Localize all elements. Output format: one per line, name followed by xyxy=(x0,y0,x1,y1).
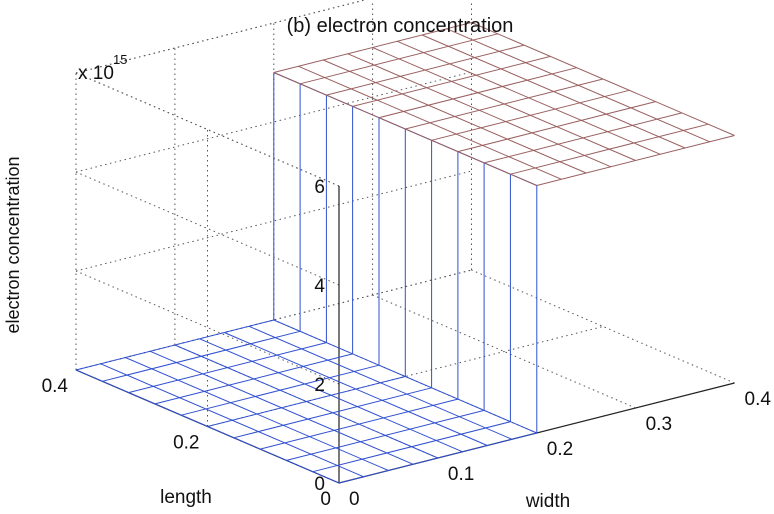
tick-labels: 0 2 4 6 0 0.2 0.4 0 0.1 0.2 0.3 0.4 xyxy=(42,177,772,510)
z-axis-label: electron concentration xyxy=(3,156,23,333)
z-tick-label: 4 xyxy=(314,276,325,297)
x-tick-label: 0 xyxy=(349,489,360,510)
x-tick-label: 0.1 xyxy=(448,464,474,485)
mesh-line xyxy=(273,72,537,186)
chart-title: (b) electron concentration xyxy=(287,15,514,37)
mesh-line xyxy=(536,135,735,186)
mesh-line xyxy=(100,363,364,478)
x-tick-label: 0.4 xyxy=(745,389,772,410)
z-exponent-base: x 10 xyxy=(78,63,114,84)
mesh-line xyxy=(446,28,710,143)
mesh-line xyxy=(174,344,439,459)
mesh-line xyxy=(75,369,340,484)
mesh-line xyxy=(397,40,661,155)
mesh-line xyxy=(150,350,414,465)
z-tick-label: 0 xyxy=(314,474,325,495)
z-tick-label: 6 xyxy=(314,177,325,198)
mesh-line xyxy=(248,325,513,440)
surface-mesh xyxy=(75,22,735,484)
y-tick-label: 0.4 xyxy=(42,376,69,397)
y-tick-label: 0 xyxy=(320,489,331,510)
mesh-line xyxy=(199,338,463,453)
z-exponent-power: 15 xyxy=(113,52,127,67)
grid-line-z xyxy=(75,171,340,286)
mesh-line xyxy=(471,22,735,136)
mesh-line xyxy=(323,59,587,174)
mesh-line xyxy=(125,357,389,471)
mesh-line xyxy=(347,53,612,168)
x-axis-label: width xyxy=(525,491,570,512)
mesh-line xyxy=(224,332,488,446)
mesh-line xyxy=(372,47,636,161)
mesh-line xyxy=(298,65,562,180)
y-axis-label: length xyxy=(160,487,212,508)
x-tick-label: 0.2 xyxy=(547,439,573,460)
y-tick-label: 0.2 xyxy=(173,433,199,454)
z-tick-label: 2 xyxy=(314,375,325,396)
x-tick-label: 0.3 xyxy=(646,414,672,435)
mesh-line xyxy=(421,34,686,149)
